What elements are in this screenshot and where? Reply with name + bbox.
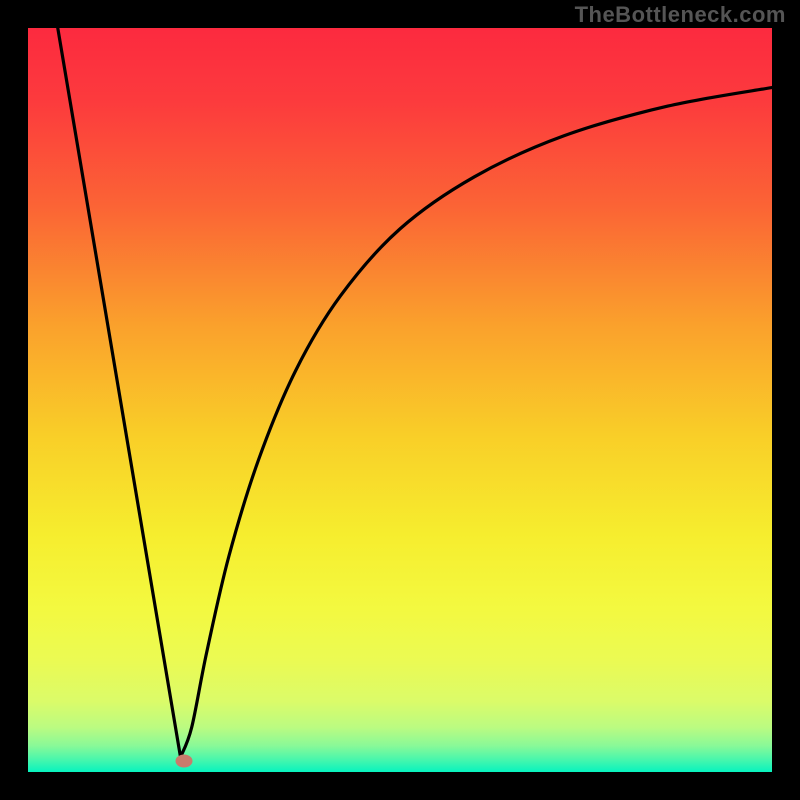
chart-stage: TheBottleneck.com — [0, 0, 800, 800]
bottleneck-curve — [58, 28, 772, 757]
plot-area — [28, 28, 772, 772]
watermark-text: TheBottleneck.com — [575, 2, 786, 28]
curve-layer — [28, 28, 772, 772]
vertex-marker — [176, 754, 193, 767]
